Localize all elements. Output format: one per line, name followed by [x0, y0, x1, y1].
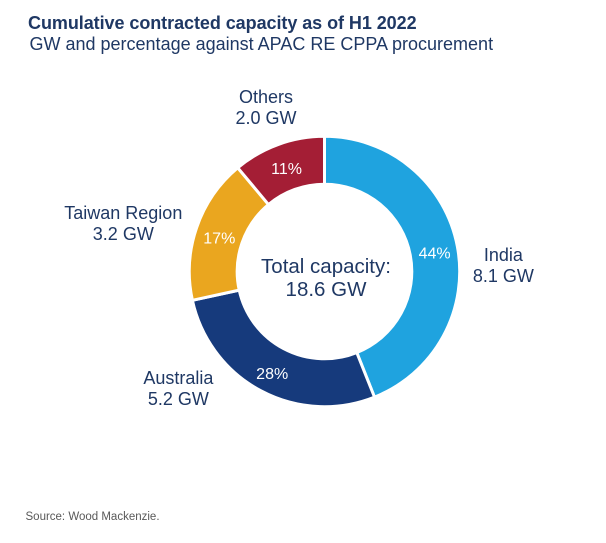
svg-text:11%: 11%	[271, 161, 302, 178]
svg-text:17%: 17%	[203, 230, 235, 247]
svg-text:44%: 44%	[419, 246, 451, 263]
svg-text:28%: 28%	[256, 366, 288, 383]
